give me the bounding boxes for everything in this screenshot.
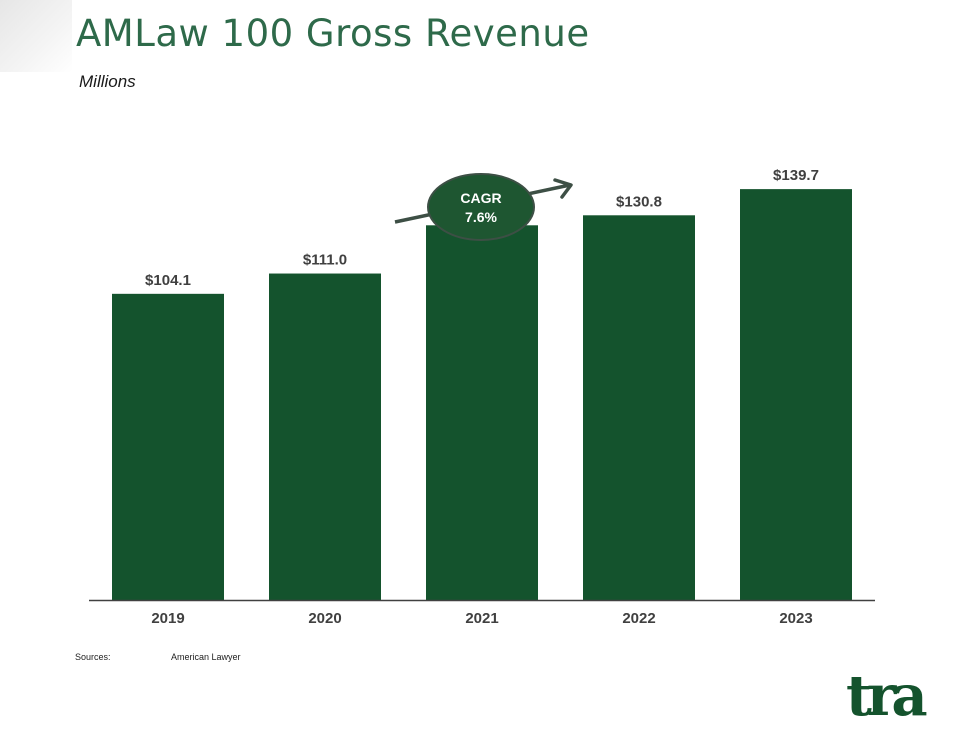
cagr-text-line: 7.6% (465, 209, 497, 225)
bar-value-label: $111.0 (303, 252, 347, 269)
cagr-bubble (427, 173, 535, 241)
cagr-text-line: CAGR (460, 190, 501, 206)
corner-decoration (0, 0, 72, 72)
bar-2020 (269, 273, 381, 600)
bar-value-label: $130.8 (616, 193, 662, 210)
bar-value-label: $104.1 (145, 272, 191, 289)
bar-value-label: $139.7 (773, 167, 819, 184)
x-tick-label: 2020 (308, 610, 341, 627)
x-tick-label: 2021 (465, 610, 498, 627)
page-subtitle: Millions (79, 72, 136, 91)
sources-label: Sources: (75, 652, 111, 662)
brand-logo: tra (846, 663, 928, 729)
x-tick-label: 2022 (622, 610, 655, 627)
bar-2022 (583, 215, 695, 600)
bars-group (112, 189, 852, 600)
page-title: AMLaw 100 Gross Revenue (76, 12, 590, 55)
sources-value: American Lawyer (171, 652, 241, 662)
tick-labels-group: 2019 2020 2021 2022 2023 (151, 610, 812, 627)
x-tick-label: 2023 (779, 610, 812, 627)
x-tick-label: 2019 (151, 610, 184, 627)
bar-2021 (426, 225, 538, 600)
bar-2023 (740, 189, 852, 600)
cagr-arrow-head (553, 178, 573, 199)
bar-2019 (112, 293, 224, 600)
cagr-annotation: CAGR 7.6% (394, 173, 573, 241)
